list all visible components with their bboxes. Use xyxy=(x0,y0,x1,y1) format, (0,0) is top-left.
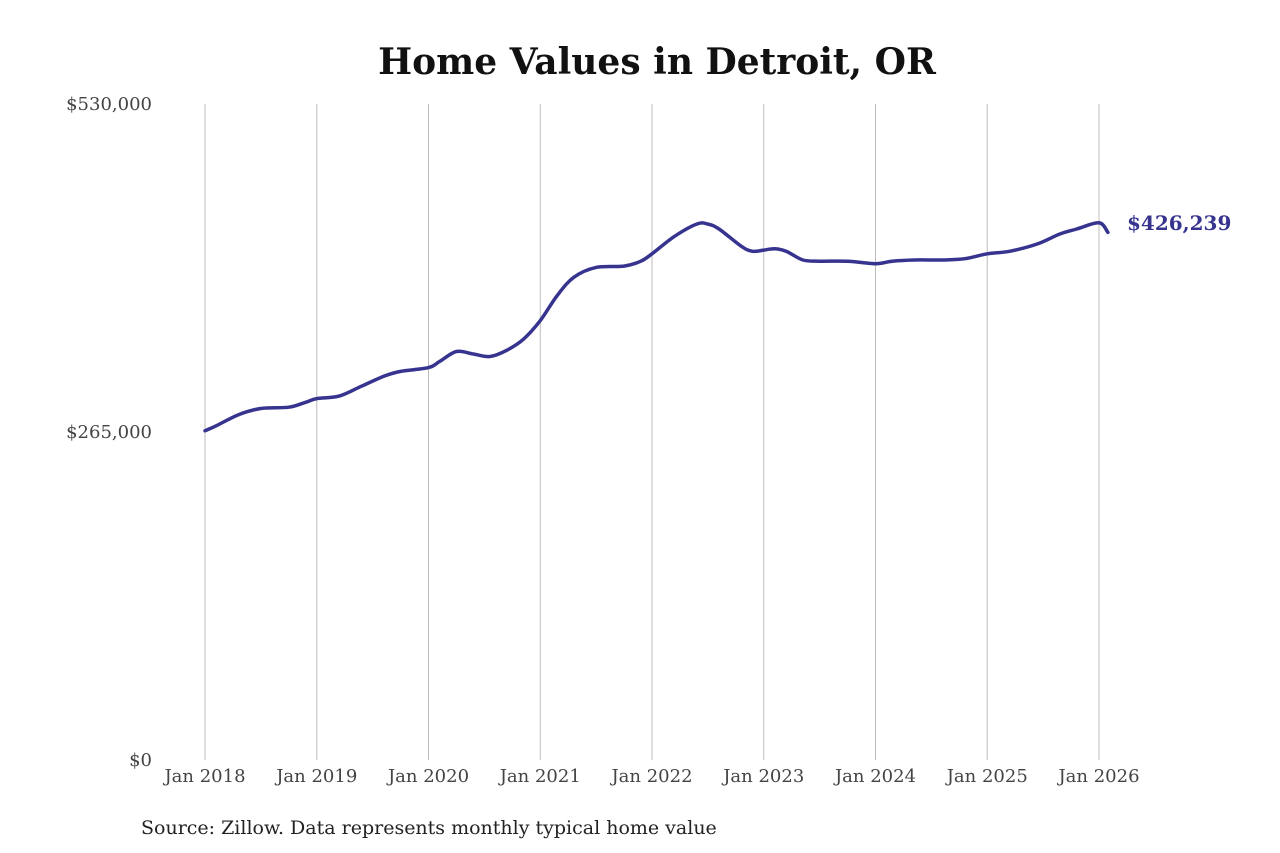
end-value-label: $426,239 xyxy=(1127,211,1231,235)
x-axis: Jan 2018 Jan 2019 Jan 2020 Jan 2021 Jan 2022… xyxy=(162,766,1139,787)
series-layer xyxy=(203,221,1110,433)
x-tick-label: Jan 2020 xyxy=(386,766,469,787)
y-axis: $0 $265,000 $530,000 xyxy=(66,94,152,771)
x-tick-label: Jan 2023 xyxy=(721,766,804,787)
chart-title: Home Values in Detroit, OR xyxy=(378,41,937,83)
source-note: Source: Zillow. Data represents monthly … xyxy=(141,817,717,839)
x-tick-label: Jan 2022 xyxy=(609,766,692,787)
x-tick-label: Jan 2024 xyxy=(833,766,916,787)
y-tick-label: $0 xyxy=(129,750,152,771)
x-tick-label: Jan 2018 xyxy=(162,766,245,787)
gridlines xyxy=(204,104,1100,760)
y-tick-label: $530,000 xyxy=(66,94,152,115)
x-tick-label: Jan 2021 xyxy=(498,766,581,787)
home-value-line xyxy=(203,221,1110,433)
x-tick-label: Jan 2026 xyxy=(1056,766,1139,787)
y-tick-label: $265,000 xyxy=(66,422,152,443)
x-tick-label: Jan 2019 xyxy=(274,766,357,787)
x-tick-label: Jan 2025 xyxy=(945,766,1028,787)
